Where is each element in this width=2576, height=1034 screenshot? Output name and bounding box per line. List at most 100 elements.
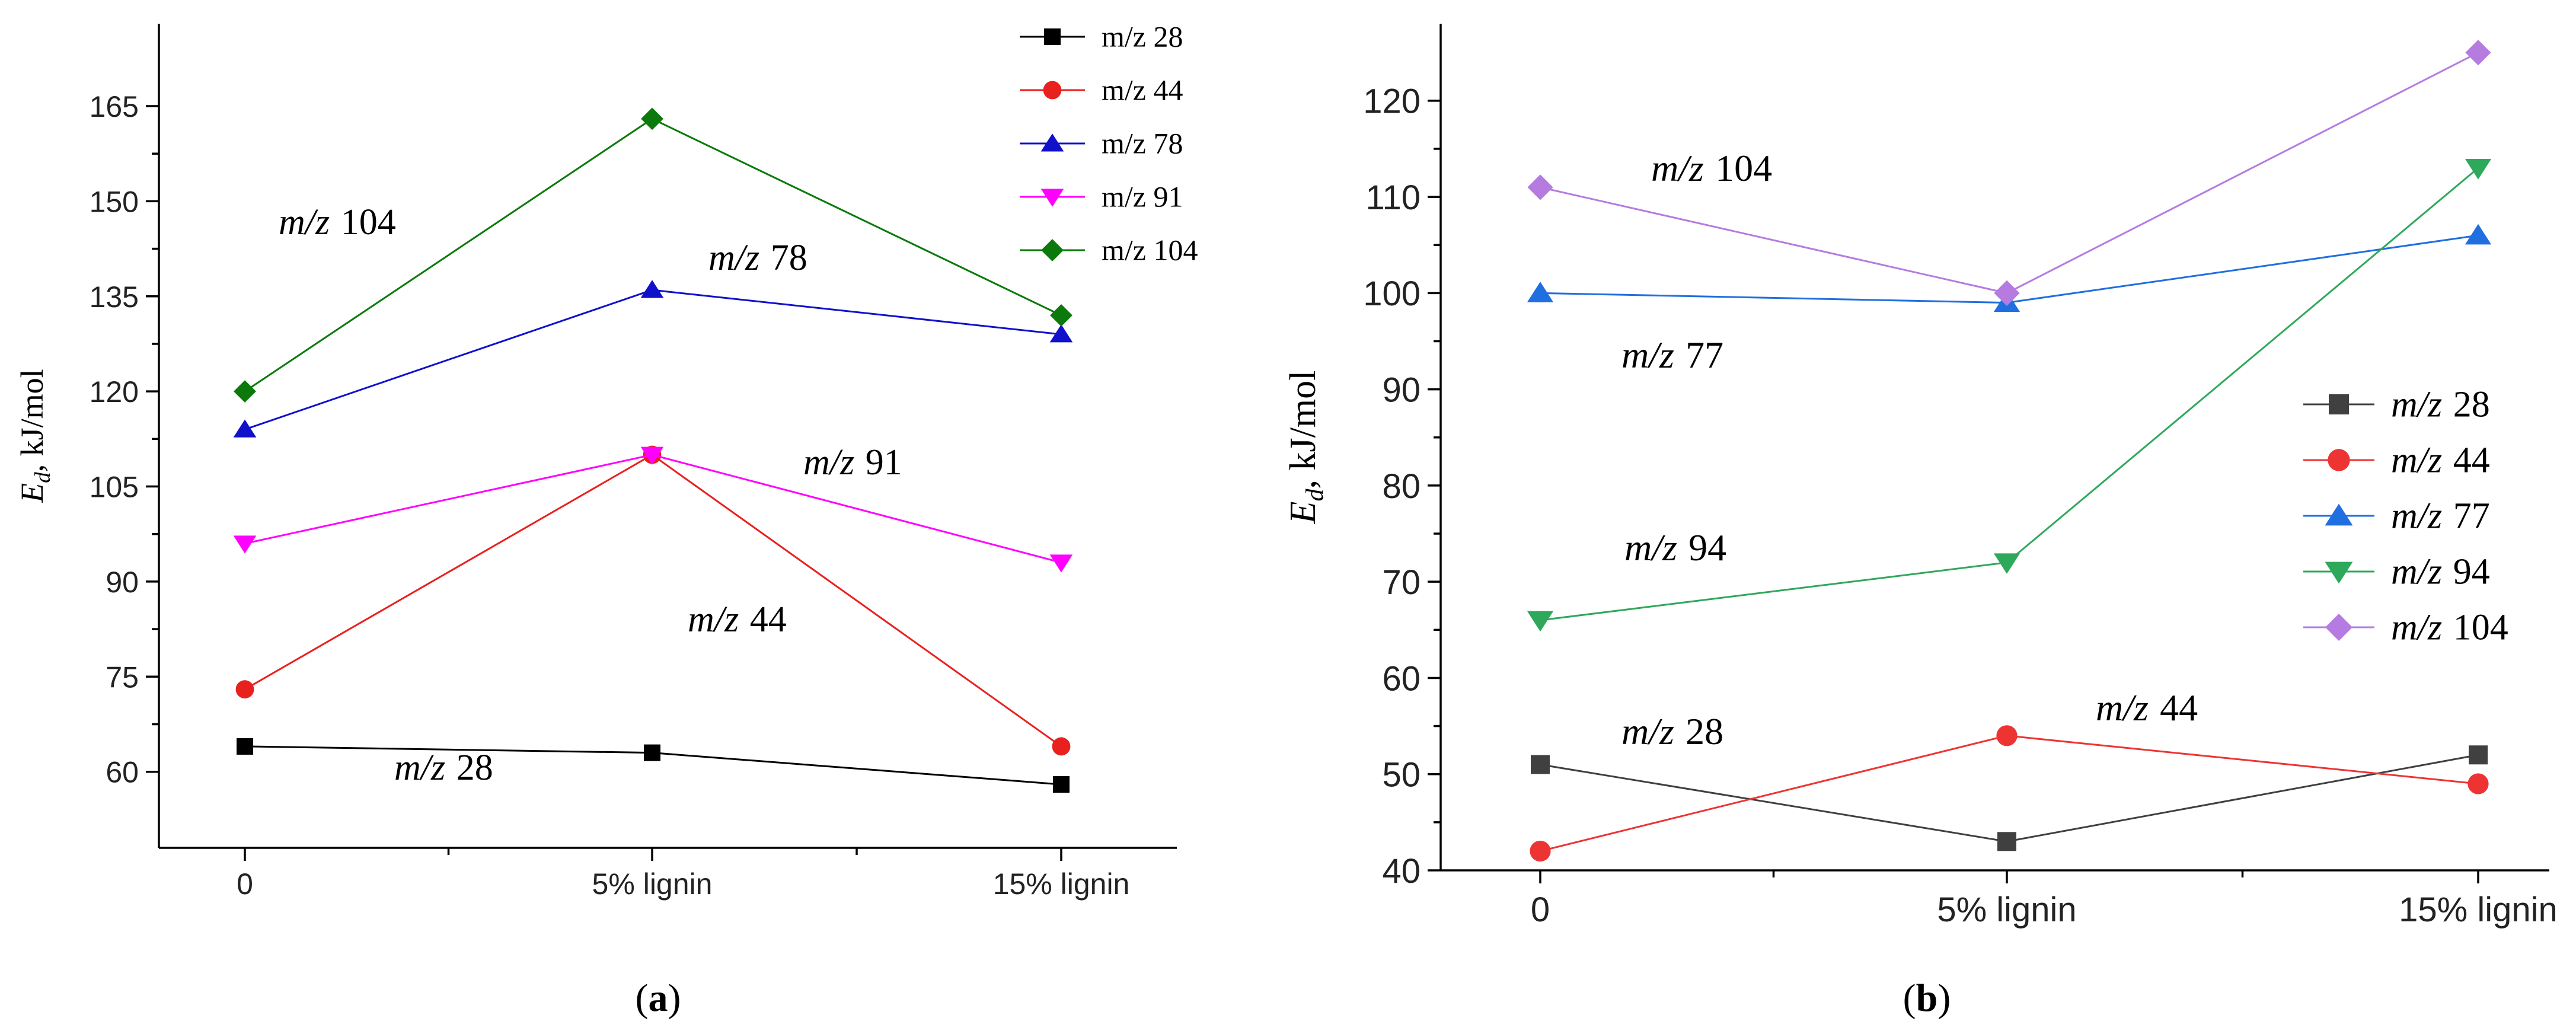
panel-a-y-tick-label: 90 xyxy=(106,566,139,599)
panel-a-y-tick-label: 105 xyxy=(90,471,139,504)
panel-b-y-axis-label-symbol: E xyxy=(1283,502,1323,525)
panel-a-y-axis-label-unit: , kJ/mol xyxy=(14,369,50,472)
panel-a-annotation-prefix: m/z xyxy=(279,202,330,242)
panel-b-legend-label: m/z 104 xyxy=(2391,607,2508,647)
panel-b-legend-marker xyxy=(2329,394,2349,414)
panel-a-annotation-number: 104 xyxy=(341,202,396,242)
panel-b-legend-label: m/z 44 xyxy=(2391,440,2490,480)
panel-b-data-point-m-z-44 xyxy=(2468,773,2488,794)
panel-b-series-line-m-z-28 xyxy=(1540,755,2478,841)
panel-a-data-point-m-z-78 xyxy=(234,420,257,438)
panel-b-y-tick-label: 100 xyxy=(1363,275,1421,313)
panel-b-y-tick-label: 120 xyxy=(1363,82,1421,121)
panel-b-data-point-m-z-28 xyxy=(2469,745,2488,764)
panel-a-annotation-prefix: m/z xyxy=(708,238,759,278)
panel-a-legend-marker xyxy=(1043,81,1062,100)
panel-a-series-line-m-z-44 xyxy=(245,455,1061,746)
panel-a-legend-label: m/z 104 xyxy=(1102,234,1198,267)
panel-a-data-point-m-z-78 xyxy=(641,280,664,298)
panel-a-annotation-prefix: m/z xyxy=(394,748,445,788)
panel-a-annotation-m-z-104: m/z 104 xyxy=(279,202,396,242)
panel-b-y-axis-label-unit: , kJ/mol xyxy=(1283,371,1323,489)
panel-b-legend-label-prefix: m/z xyxy=(2391,384,2442,425)
panel-a-label-open: ( xyxy=(636,976,649,1020)
panel-a-data-point-m-z-44 xyxy=(1052,738,1071,756)
panel-b-annotation-prefix: m/z xyxy=(1621,710,1674,752)
panel-b-y-tick-label: 90 xyxy=(1382,371,1421,410)
panel-a-y-tick-label: 165 xyxy=(90,90,139,123)
panel-b-legend-label-number: 94 xyxy=(2453,551,2490,592)
panel-a-chart: 60 75 90 105 120 135 150 165 0 5% lignin 15% ligni… xyxy=(14,20,1198,1020)
panel-b-annotation-prefix: m/z xyxy=(1624,526,1677,569)
panel-a-y-tick-label: 120 xyxy=(90,375,139,409)
panel-b-y-tick-label: 60 xyxy=(1382,659,1421,698)
panel-b-legend-label-number: 28 xyxy=(2453,384,2490,425)
panel-b-data-point-m-z-44 xyxy=(1996,725,2017,746)
panel-b-data-point-m-z-77 xyxy=(2465,224,2491,245)
panel-b-legend-label-prefix: m/z xyxy=(2391,496,2442,536)
panel-b-annotation-m-z-28: m/z 28 xyxy=(1621,710,1723,752)
panel-a-series-m-z-44 xyxy=(236,446,1071,756)
panel-b-legend-label-prefix: m/z xyxy=(2391,607,2442,647)
panel-b-x-tick-label: 0 xyxy=(1531,891,1550,929)
panel-b-annotation-number: 94 xyxy=(1688,526,1726,569)
panel-b-annotation-number: 104 xyxy=(1715,147,1772,189)
panel-b-y-tick-label: 70 xyxy=(1382,563,1421,602)
panel-a-annotation-m-z-28: m/z 28 xyxy=(394,748,493,788)
panel-a-y-axis-label-subscript: d xyxy=(30,472,55,483)
panel-a-data-point-m-z-28 xyxy=(644,745,660,761)
panel-a-y-tick-label: 150 xyxy=(90,185,139,218)
panel-b-legend-label: m/z 94 xyxy=(2391,551,2490,592)
panel-a-label-letter: a xyxy=(649,976,668,1020)
panel-b-data-point-m-z-44 xyxy=(1530,841,1550,861)
panel-b-annotation-m-z-104: m/z 104 xyxy=(1651,147,1772,189)
panel-a-annotation-m-z-44: m/z 44 xyxy=(688,599,787,640)
panel-b-legend: m/z 28 m/z 44 m/z 77 m/z 94 m/z 104 xyxy=(2303,384,2508,647)
panel-b-chart: 4050607080901001101200 5% lignin 15% ligni… xyxy=(1283,24,2558,1020)
panel-a-data-point-m-z-44 xyxy=(236,680,254,698)
panel-b-annotation-m-z-94: m/z 94 xyxy=(1624,526,1726,569)
panel-b-y-tick-label: 110 xyxy=(1366,178,1421,217)
panel-b-series-line-m-z-94 xyxy=(1540,168,2478,620)
panel-b-legend-label: m/z 28 xyxy=(2391,384,2490,425)
panel-b-legend-label-number: 77 xyxy=(2453,496,2490,536)
panel-a-data-point-m-z-91 xyxy=(234,535,257,553)
panel-a-series-m-z-78 xyxy=(234,280,1073,437)
panel-a-data-point-m-z-91 xyxy=(1050,554,1073,572)
panel-a-series-line-m-z-91 xyxy=(245,455,1061,563)
panel-a-x-tick-label: 15% lignin xyxy=(993,867,1130,901)
panel-a-label-close: ) xyxy=(668,976,681,1020)
panel-b-legend-label-prefix: m/z xyxy=(2391,440,2442,480)
panel-a-annotation-m-z-78: m/z 78 xyxy=(708,238,807,278)
panel-b-data-point-m-z-104 xyxy=(1527,174,1553,200)
panel-a-legend-marker xyxy=(1041,189,1064,207)
panel-a-legend-marker xyxy=(1041,133,1064,151)
panel-b-legend-marker xyxy=(2325,562,2353,584)
panel-a-annotation-number: 78 xyxy=(771,238,807,278)
panel-a-y-axis-label-symbol: E xyxy=(14,483,50,503)
panel-a-data-point-m-z-28 xyxy=(1053,776,1070,793)
panel-b-annotation-number: 44 xyxy=(2160,687,2198,729)
panel-a-data-point-m-z-104 xyxy=(234,380,256,403)
panel-b-annotation-m-z-44: m/z 44 xyxy=(2096,687,2198,729)
panel-b-y-axis-label-subscript: d xyxy=(1301,489,1329,502)
panel-a-y-tick-label: 75 xyxy=(106,660,139,694)
panel-a-data-point-m-z-28 xyxy=(237,738,253,755)
panel-b-legend-marker xyxy=(2325,614,2352,641)
panel-b-y-tick-label: 40 xyxy=(1382,852,1421,891)
panel-a-series-m-z-104 xyxy=(234,107,1072,403)
panel-a-annotation-prefix: m/z xyxy=(803,442,854,483)
panel-b-annotation-number: 77 xyxy=(1686,334,1723,376)
panel-a-x-tick-label: 5% lignin xyxy=(592,867,713,901)
panel-a-annotation-number: 91 xyxy=(866,442,902,483)
panel-b-legend-marker xyxy=(2325,504,2353,526)
panel-a-series-m-z-91 xyxy=(234,447,1073,573)
panel-b-label: (b) xyxy=(1903,976,1951,1020)
panel-a-legend-marker xyxy=(1041,239,1064,261)
panel-b-annotation-prefix: m/z xyxy=(1651,147,1704,189)
panel-b-legend-marker xyxy=(2328,449,2350,471)
panel-a-data-point-m-z-104 xyxy=(1050,304,1072,327)
panel-a-y-tick-label: 60 xyxy=(106,756,139,789)
panel-b-x-tick-label: 5% lignin xyxy=(1937,891,2076,929)
panel-a-annotation-prefix: m/z xyxy=(688,599,739,640)
